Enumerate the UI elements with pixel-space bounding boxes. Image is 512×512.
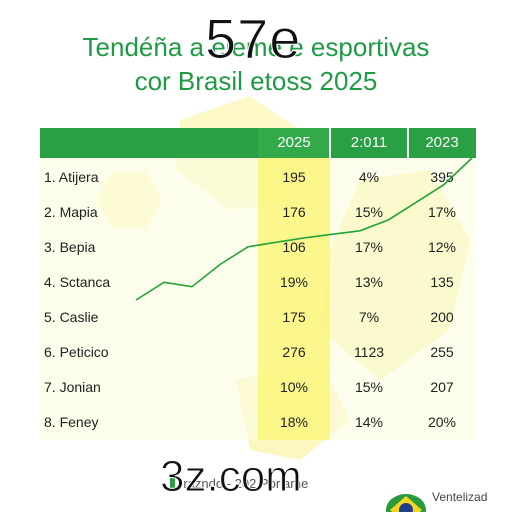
header-divider [329,128,331,158]
cell-value: 15% [354,379,384,395]
row-label: 4. Sctanca [44,274,111,290]
source-note: -razndo - 202 Poriame [170,476,308,492]
overlay-text: 57e [204,7,302,71]
cell-value: 200 [430,309,454,325]
source-marker [170,477,175,492]
cell-value: 276 [282,344,306,360]
title-line-1: Tendéña a eleme e esportivas [82,32,430,62]
brazil-flag-icon [386,494,426,512]
cell-value: 18% [279,414,309,430]
row-label: 8. Feney [44,414,99,430]
table-row: 4. Sctanca 19% 13% 135 [40,265,476,300]
row-label: 3. Bepia [44,239,96,255]
cell-value: 12% [427,239,457,255]
cell-value: 20% [427,414,457,430]
header-divider [407,128,409,158]
row-label: 6. Peticico [44,344,109,360]
cell-value: 17% [354,239,384,255]
cell-value: 17% [427,204,457,220]
cell-value: 13% [354,274,384,290]
row-label: 2. Mapia [44,204,98,220]
cell-value: 15% [354,204,384,220]
column-header: 2025 [258,128,330,158]
cell-value: 195 [282,169,306,185]
title-line-2: cor Brasil etoss 2025 [134,66,378,96]
cell-value: 106 [282,239,306,255]
table-body: 1. Atijera 195 4% 395 2. Mapia 176 15% 1… [40,158,476,440]
row-label: 7. Jonian [44,379,101,395]
table-row: 5. Caslie 175 7% 200 [40,300,476,335]
cell-value: 10% [279,379,309,395]
table-row: 3. Bepia 106 17% 12% [40,230,476,265]
table-row: 6. Peticico 276 1123 255 [40,335,476,370]
cell-value: 7% [358,309,380,325]
row-label: 5. Caslie [44,309,99,325]
cell-value: 176 [282,204,306,220]
logo-text: Ventelizad [432,490,488,504]
row-label: 1. Atijera [44,169,99,185]
table-header: 2025 2:011 2023 [40,128,476,158]
cell-value: 255 [430,344,454,360]
cell-value: 207 [430,379,454,395]
cell-value: 14% [354,414,384,430]
table-row: 1. Atijera 195 4% 395 [40,160,476,195]
cell-value: 4% [358,169,380,185]
cell-value: 19% [279,274,309,290]
column-header: 2023 [425,134,459,151]
data-table: 2025 2:011 2023 1. Atijera 195 4% 395 2.… [40,128,476,440]
cell-value: 1123 [353,344,385,360]
table-row: 8. Feney 18% 14% 20% [40,405,476,440]
cell-value: 395 [430,169,454,185]
chart-title: Tendéña a eleme e esportivas cor Brasil … [0,30,512,98]
table-row: 7. Jonian 10% 15% 207 [40,370,476,405]
watermark-text: 3z.com [160,452,303,502]
cell-value: 135 [430,274,454,290]
column-header: 2:011 [350,134,388,151]
cell-value: 175 [282,309,306,325]
table-row: 2. Mapia 176 15% 17% [40,195,476,230]
source-text: -razndo - 202 Poriame [179,476,309,491]
